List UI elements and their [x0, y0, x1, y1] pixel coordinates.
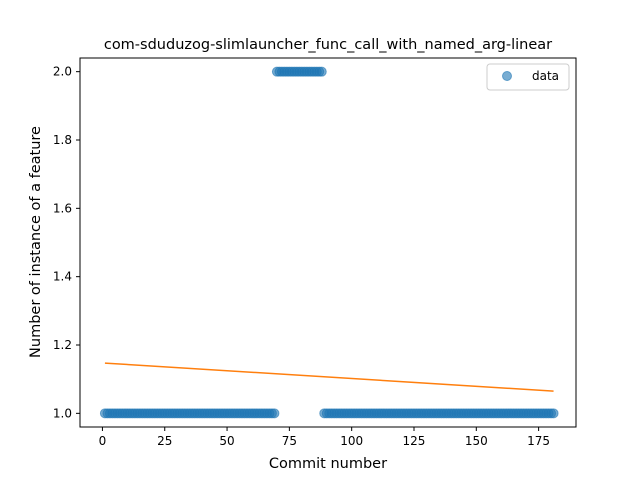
trend-line [104, 362, 554, 392]
y-tick-label: 1.0 [53, 406, 72, 420]
x-tick-label: 125 [403, 434, 426, 448]
legend-marker [502, 71, 512, 81]
chart-title: com-sduduzog-slimlauncher_func_call_with… [104, 37, 552, 53]
y-tick-label: 1.4 [53, 270, 72, 284]
legend: data [486, 63, 570, 91]
y-tick-label: 2.0 [53, 65, 72, 79]
x-tick-label: 150 [465, 434, 488, 448]
y-tick-label: 1.6 [53, 201, 72, 215]
x-tick-label: 50 [219, 434, 234, 448]
legend-box [486, 63, 570, 91]
x-tick-label: 0 [99, 434, 107, 448]
x-tick-label: 75 [282, 434, 297, 448]
x-tick-label: 25 [157, 434, 172, 448]
y-axis-title: Number of instance of a feature [28, 126, 44, 358]
data-point [548, 408, 559, 419]
x-axis: 0 25 50 75 100 125 150 175 [99, 427, 550, 448]
x-tick-label: 175 [527, 434, 550, 448]
y-axis: 1.0 1.2 1.4 1.6 1.8 2.0 [53, 65, 80, 420]
x-axis-title: Commit number [269, 456, 387, 472]
y-tick-label: 1.2 [53, 338, 72, 352]
data-point [316, 66, 327, 77]
legend-label: data [532, 69, 559, 83]
y-tick-label: 1.8 [53, 133, 72, 147]
x-tick-label: 100 [340, 434, 363, 448]
plot-frame [79, 57, 577, 428]
plot-area [99, 66, 559, 419]
data-point [269, 408, 280, 419]
